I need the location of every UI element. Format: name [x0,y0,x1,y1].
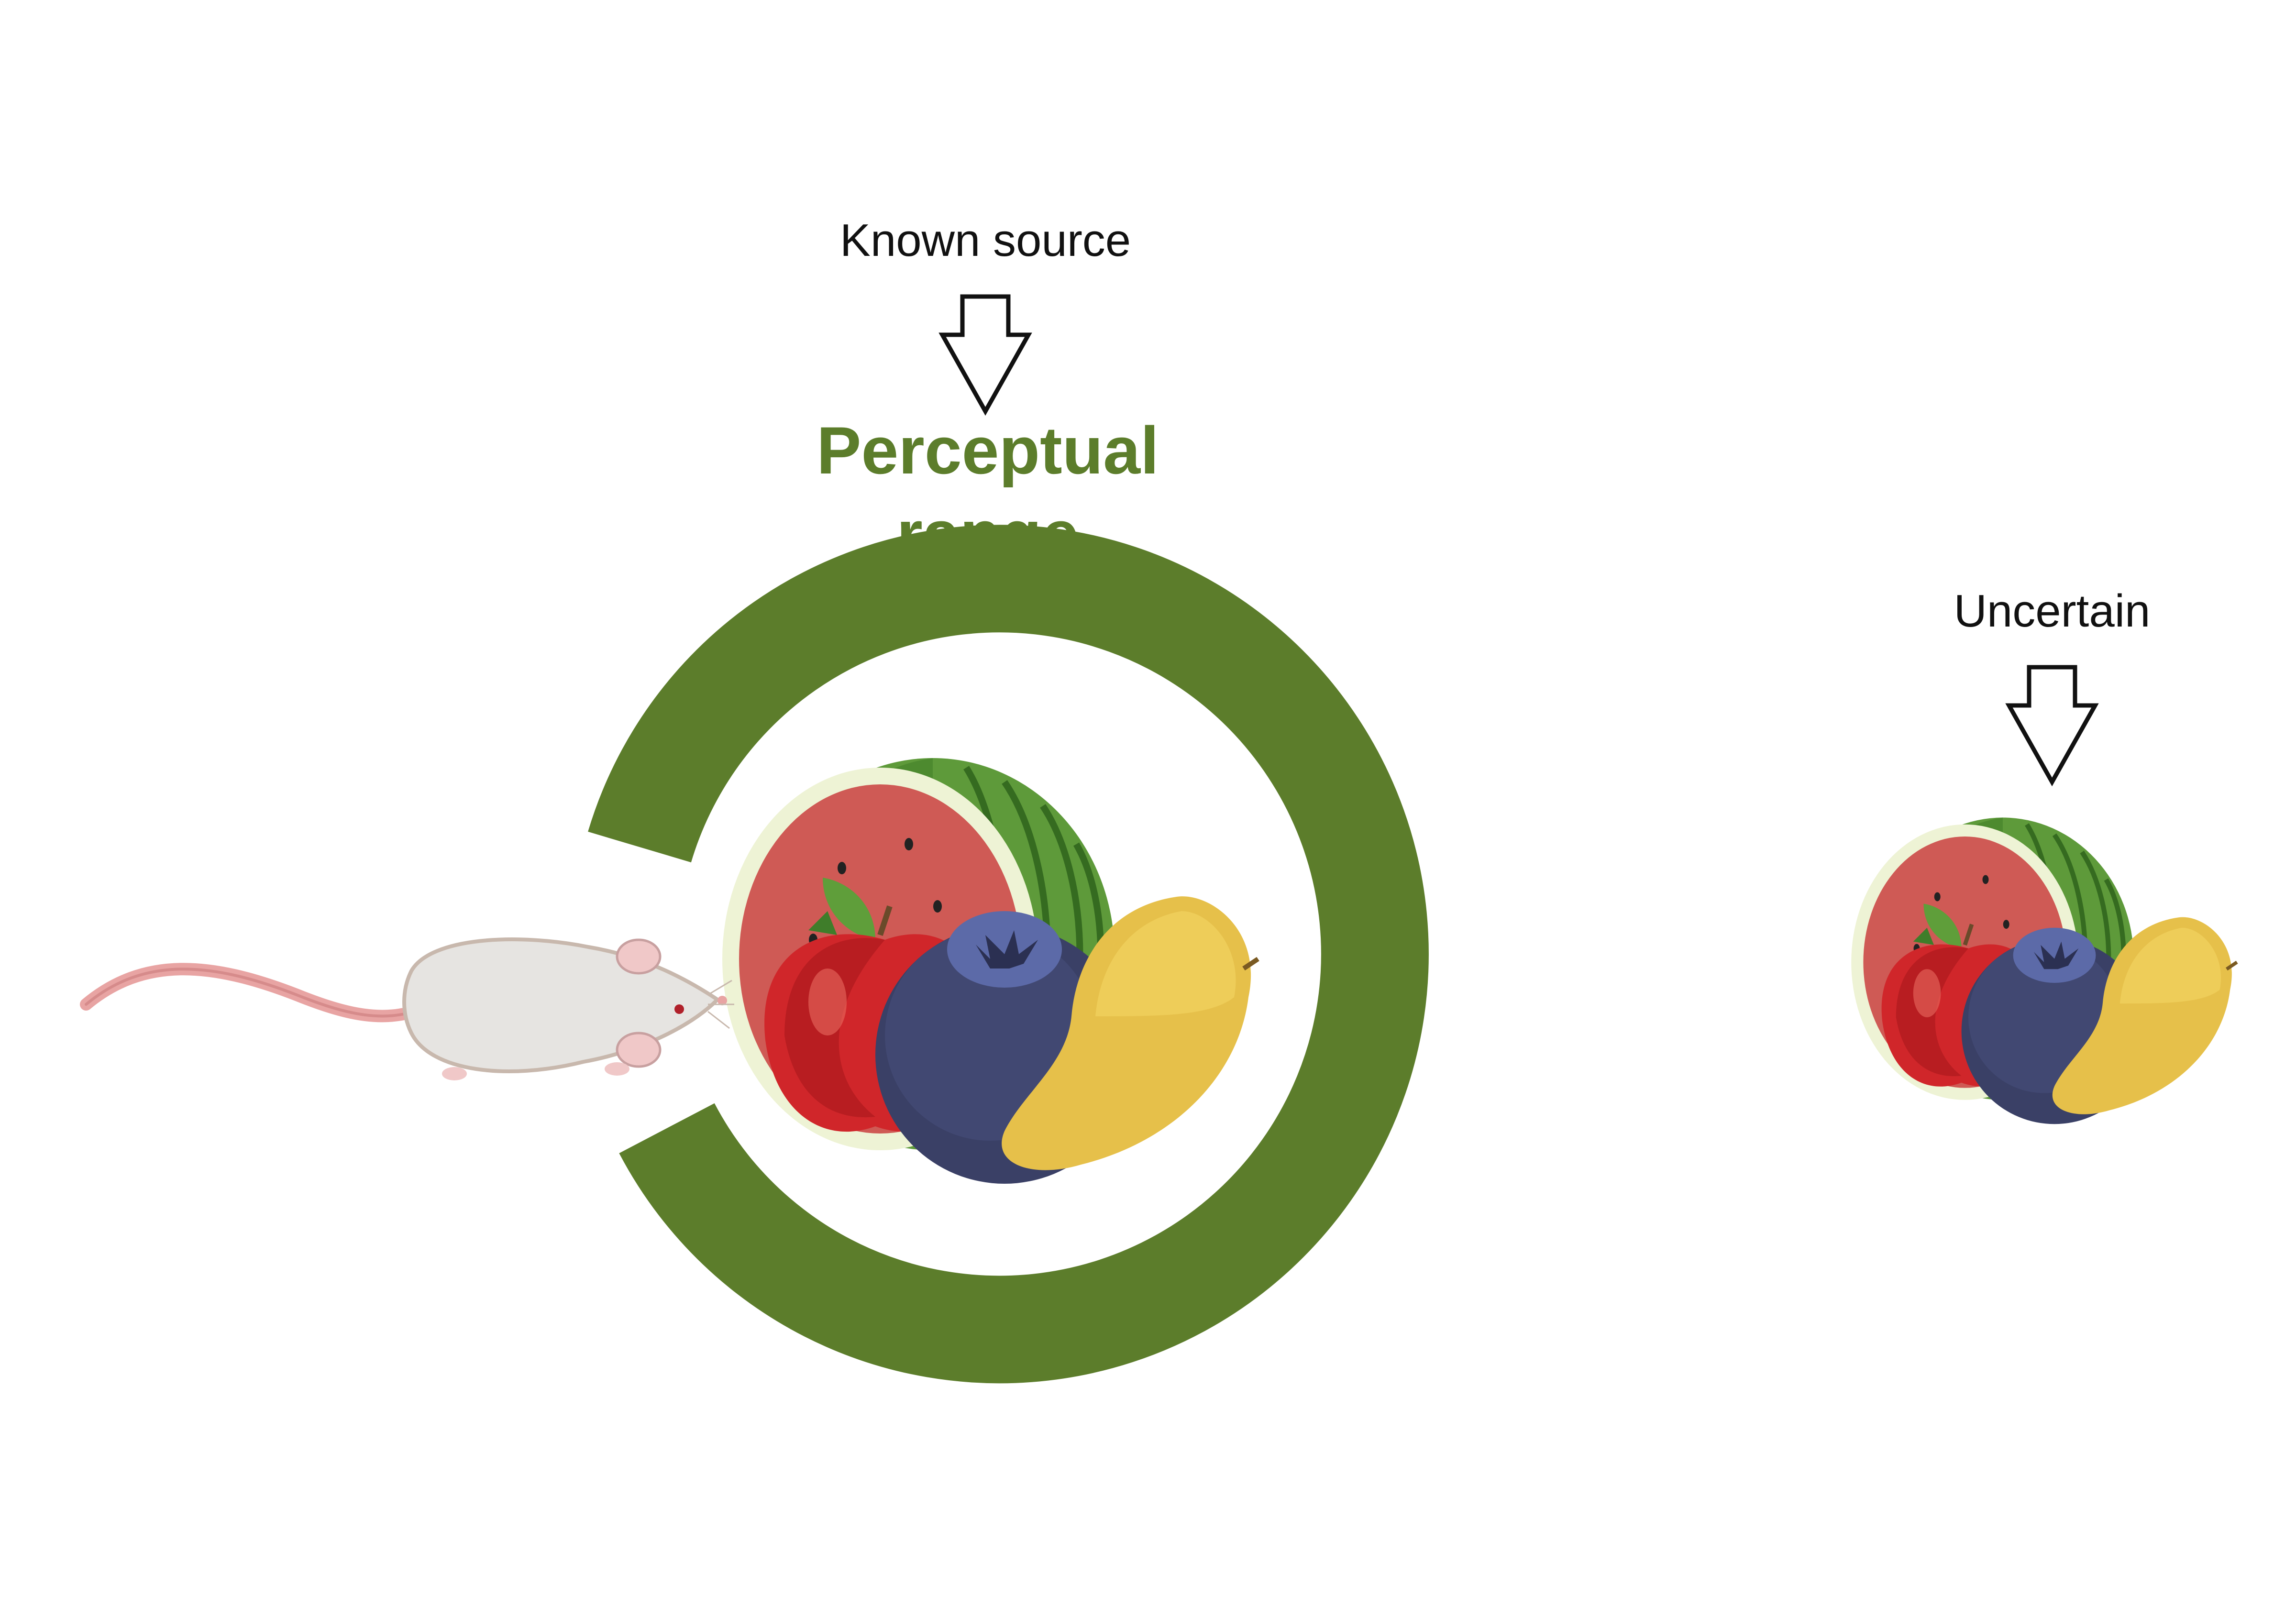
food-source-uncertain [1851,817,2237,1124]
rat-icon [80,937,734,1080]
uncertain-label: Uncertain [1954,585,2151,637]
known-source-label: Known source [840,215,1131,266]
food-source-known [722,758,1258,1184]
perceptual-range-label-line1: Perceptual [817,413,1159,488]
uncertain-arrow-icon [2009,667,2095,782]
known-source-arrow-icon [942,297,1028,411]
perceptual-range-ring [588,525,1429,1384]
